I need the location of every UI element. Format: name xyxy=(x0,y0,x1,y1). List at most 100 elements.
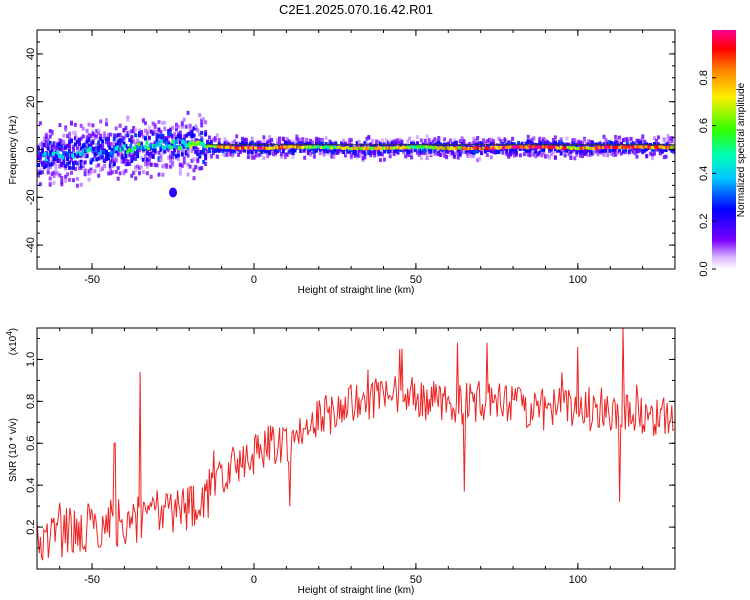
spectrogram-ridge-cell xyxy=(626,146,630,150)
spectrogram-band-cell xyxy=(110,154,114,159)
spectrogram-ridge-cell xyxy=(590,146,594,150)
spectrogram-ridge-cell xyxy=(469,147,473,150)
spectrogram-halo-cell xyxy=(470,154,474,159)
spectrogram-ridge-cell xyxy=(493,145,497,149)
spectrogram-ridge-cell xyxy=(252,146,256,150)
spectrogram-ridge-cell xyxy=(82,148,86,153)
spectrogram-band-cell xyxy=(480,151,483,156)
spectrogram-halo-cell xyxy=(155,129,159,134)
spectrogram-halo-cell xyxy=(143,128,147,133)
snr-frame xyxy=(36,327,676,570)
spectrogram-ridge-cell xyxy=(568,146,572,150)
spectrogram-halo-cell xyxy=(332,155,336,159)
spectrogram-ridge-cell xyxy=(234,146,238,150)
spectrogram-band-cell xyxy=(97,156,101,161)
spectrogram-halo-cell xyxy=(122,171,126,176)
spectrogram-band-cell xyxy=(423,148,427,153)
spectrogram-ridge-cell xyxy=(111,151,115,155)
spectrogram-ridge-cell xyxy=(619,145,623,148)
spectrogram-ridge-cell xyxy=(118,147,121,152)
spectrogram-halo-cell xyxy=(87,171,91,176)
spectrogram-ridge-cell xyxy=(373,146,377,150)
spectrogram-ridge-cell xyxy=(262,146,266,150)
spectrogram-band-cell xyxy=(79,163,83,168)
spectrogram-band-cell xyxy=(301,141,305,146)
spectrogram-ridge-cell xyxy=(637,145,641,149)
spectrogram-band-cell xyxy=(268,149,272,154)
spectrogram-halo-cell xyxy=(140,132,143,137)
spectrogram-halo-cell xyxy=(103,131,107,136)
spectrogram-ridge-cell xyxy=(247,146,251,150)
spectrogram-band-cell xyxy=(37,145,40,150)
colorbar-label: Normalized spectral amplitude xyxy=(736,82,747,217)
spectrogram-ridge-cell xyxy=(534,145,538,149)
spectrogram-ridge-cell xyxy=(650,145,654,149)
spectrogram-halo-cell xyxy=(594,149,598,154)
spectrogram-ridge-cell xyxy=(143,145,147,150)
spectrogram-halo-cell xyxy=(163,135,167,140)
spectrogram-ridge-cell xyxy=(454,146,458,150)
spectrogram-halo-cell xyxy=(120,158,124,163)
spectrogram-halo-cell xyxy=(482,138,485,143)
spectrogram-halo-cell xyxy=(276,141,279,146)
spectrogram-band-cell xyxy=(66,143,70,148)
spectrogram-ridge-cell xyxy=(501,146,505,150)
spectrogram-band-cell xyxy=(415,141,419,146)
spectrogram-halo-cell xyxy=(37,173,40,178)
spectrogram-halo-cell xyxy=(217,138,221,142)
spectrogram-band-cell xyxy=(590,140,594,145)
spectrogram-band-cell xyxy=(563,143,567,148)
spectrogram-halo-cell xyxy=(262,155,266,160)
spectrogram-band-cell xyxy=(118,142,122,147)
spectrogram-halo-cell xyxy=(83,168,87,173)
spectrogram-band-cell xyxy=(97,145,101,150)
spectrogram-halo-cell xyxy=(295,139,299,144)
spectrogram-halo-cell xyxy=(285,152,289,157)
spectrogram-band-cell xyxy=(38,170,42,175)
spectrogram-band-cell xyxy=(165,138,169,143)
spectrogram-halo-cell xyxy=(320,139,324,143)
spectrogram-band-cell xyxy=(427,147,431,152)
spectrogram-band-cell xyxy=(480,144,483,149)
spectrogram-halo-cell xyxy=(268,139,272,144)
spectrogram-band-cell xyxy=(186,132,190,137)
spectrogram-ridge-cell xyxy=(241,146,244,150)
spectrogram-ridge-cell xyxy=(537,146,541,150)
spectrogram-ridge-cell xyxy=(173,144,176,149)
spectrogram-band-cell xyxy=(571,141,575,146)
spectrogram-halo-cell xyxy=(180,120,184,125)
spectrogram-ridge-cell xyxy=(645,145,649,149)
spectrogram-halo-cell xyxy=(503,137,507,142)
spectrogram-halo-cell xyxy=(110,142,114,147)
spectrogram-band-cell xyxy=(77,141,81,146)
spectrogram-band-cell xyxy=(114,142,118,147)
spectrogram-ridge-cell xyxy=(385,146,389,150)
spectrogram-halo-cell xyxy=(301,137,305,142)
spectrogram-ridge-cell xyxy=(313,145,317,149)
spectrogram-band-cell xyxy=(176,153,180,158)
spectrogram-halo-cell xyxy=(423,138,427,143)
spectrogram-band-cell xyxy=(192,145,196,150)
spectrogram-ridge-cell xyxy=(150,145,154,150)
spectrogram-band-cell xyxy=(585,150,588,155)
spectrogram-halo-cell xyxy=(130,151,134,156)
spectrogram-band-cell xyxy=(353,151,357,156)
spectrogram-band-cell xyxy=(120,153,124,158)
spectrogram-band-cell xyxy=(346,148,349,153)
spectrogram-band-cell xyxy=(101,155,105,160)
spectrogram-band-cell xyxy=(143,136,147,141)
spectrogram-xlabel: Height of straight line (km) xyxy=(298,285,415,296)
spectrogram-halo-cell xyxy=(651,152,654,157)
spectrogram-ridge-cell xyxy=(545,145,549,149)
spectrogram-band-cell xyxy=(291,151,295,155)
spectrogram-halo-cell xyxy=(583,138,586,143)
spectrogram-halo-cell xyxy=(48,129,52,134)
spectrogram-halo-cell xyxy=(656,135,660,140)
spectrogram-band-cell xyxy=(581,144,585,148)
spectrogram-band-cell xyxy=(542,141,546,146)
spectrogram-ridge-cell xyxy=(108,145,112,150)
spectrogram-halo-cell xyxy=(58,164,62,169)
spectrogram-halo-cell xyxy=(369,153,373,158)
spectrogram-halo-cell xyxy=(425,134,429,139)
spectrogram-halo-cell xyxy=(330,154,334,159)
